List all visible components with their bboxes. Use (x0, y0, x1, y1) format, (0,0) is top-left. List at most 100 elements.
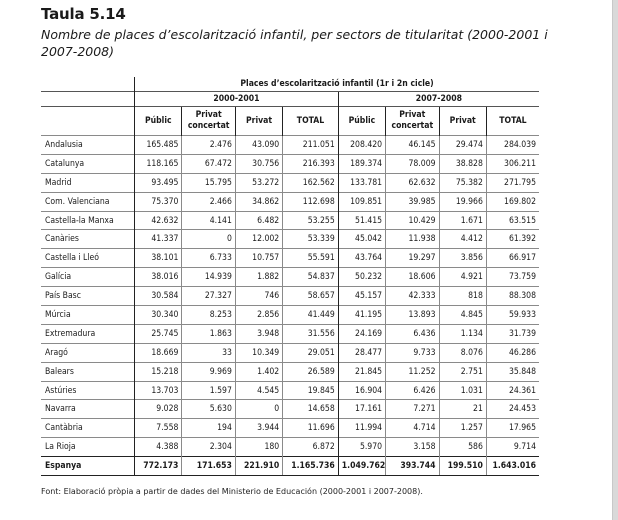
value-cell: 1.863 (181, 323, 236, 344)
column-header: Privat (438, 106, 487, 136)
value-cell: 6.872 (282, 437, 339, 457)
value-cell: 34.862 (234, 191, 283, 212)
value-cell: 54.837 (282, 267, 339, 287)
value-cell: 3.158 (385, 437, 440, 457)
value-cell: 30.584 (134, 286, 182, 306)
value-cell: 9.969 (181, 361, 236, 382)
value-cell: 46.286 (485, 342, 539, 363)
page-edge-line (612, 0, 613, 520)
value-cell: 8.253 (181, 305, 236, 325)
column-header: Privat concertat (385, 106, 440, 136)
value-cell: 112.698 (282, 191, 339, 212)
column-header-line: Privat (195, 110, 222, 120)
value-cell: 61.392 (485, 229, 539, 249)
region-label: Navarra (41, 399, 135, 419)
region-label: Castella-la Manxa (41, 210, 135, 230)
value-cell: 4.714 (385, 418, 440, 438)
value-cell: 24.169 (337, 323, 386, 344)
region-label: Madrid (41, 172, 135, 193)
value-cell: 30.340 (134, 305, 182, 325)
value-cell: 67.472 (181, 153, 236, 174)
value-cell: 6.426 (385, 380, 440, 400)
period-header: 2007-2008 (337, 91, 539, 107)
value-cell: 7.271 (385, 399, 440, 419)
region-label: Com. Valenciana (41, 191, 135, 212)
value-cell: 1.257 (438, 418, 487, 438)
value-cell: 30.756 (234, 153, 283, 174)
table-row: Cantàbria 7.558 194 3.944 11.696 11.994 4.714 1… (41, 418, 539, 438)
value-cell: 6.482 (234, 210, 283, 230)
value-cell: 11.696 (282, 418, 339, 438)
column-header: TOTAL (485, 106, 539, 136)
main-header: Places d’escolarització infantil (1r i 2… (134, 77, 539, 92)
column-header: Privat concertat (181, 106, 236, 136)
column-header-line: concertat (391, 121, 434, 131)
value-cell: 14.939 (181, 267, 236, 287)
value-cell: 16.904 (337, 380, 386, 400)
corner-cell (41, 106, 135, 136)
table-row: Madrid 93.495 15.795 53.272 162.562 133.781 62… (41, 172, 539, 193)
value-cell: 133.781 (337, 172, 386, 193)
table-row: País Basc 30.584 27.327 746 58.657 45.157 42.3… (41, 286, 539, 306)
value-cell: 5.630 (181, 399, 236, 419)
column-header-line: TOTAL (296, 115, 325, 126)
value-cell: 17.161 (337, 399, 386, 419)
value-cell: 11.252 (385, 361, 440, 382)
value-cell: 216.393 (282, 153, 339, 174)
table-row: Astúries 13.703 1.597 4.545 19.845 16.904 6.42… (41, 380, 539, 400)
value-cell: 78.009 (385, 153, 440, 174)
value-cell: 45.042 (337, 229, 386, 249)
value-cell: 33 (181, 342, 236, 363)
value-cell: 42.333 (385, 286, 440, 306)
table-row: La Rioja 4.388 2.304 180 6.872 5.970 3.158 586 9… (41, 437, 539, 457)
value-cell: 818 (438, 286, 487, 306)
value-cell: 55.591 (282, 248, 339, 268)
value-cell: 24.453 (485, 399, 539, 419)
page-edge (613, 0, 618, 520)
column-header: Públic (134, 106, 182, 136)
region-label: Aragó (41, 342, 135, 363)
value-cell: 1.165.736 (282, 456, 339, 477)
table-row: Com. Valenciana 75.370 2.466 34.862 112.698 1… (41, 191, 539, 212)
value-cell: 19.845 (282, 380, 339, 400)
table-row: Castella-la Manxa 42.632 4.141 6.482 53.255 5… (41, 210, 539, 230)
value-cell: 189.374 (337, 153, 386, 174)
value-cell: 165.485 (134, 135, 182, 155)
value-cell: 62.632 (385, 172, 440, 193)
column-header-line: Públic (144, 115, 172, 126)
value-cell: 45.157 (337, 286, 386, 306)
region-label: Astúries (41, 380, 135, 400)
value-cell: 3.948 (234, 323, 283, 344)
value-cell: 41.195 (337, 305, 386, 325)
value-cell: 284.039 (485, 135, 539, 155)
value-cell: 38.101 (134, 248, 182, 268)
region-label: Castella i Lleó (41, 248, 135, 268)
value-cell: 746 (234, 286, 283, 306)
value-cell: 13.703 (134, 380, 182, 400)
region-label: Balears (41, 361, 135, 382)
value-cell: 75.370 (134, 191, 182, 212)
places-table: Places d’escolarització infantil (1r i 2… (41, 77, 539, 477)
value-cell: 8.076 (438, 342, 487, 363)
value-cell: 2.751 (438, 361, 487, 382)
value-cell: 1.134 (438, 323, 487, 344)
table-row: Aragó 18.669 33 10.349 29.051 28.477 9.733 8.07… (41, 342, 539, 363)
value-cell: 15.218 (134, 361, 182, 382)
value-cell: 19.297 (385, 248, 440, 268)
value-cell: 53.272 (234, 172, 283, 193)
value-cell: 13.893 (385, 305, 440, 325)
value-cell: 31.556 (282, 323, 339, 344)
region-label: Espanya (41, 456, 135, 477)
column-header: Públic (337, 106, 386, 136)
value-cell: 2.304 (181, 437, 236, 457)
region-label: Múrcia (41, 305, 135, 325)
value-cell: 41.337 (134, 229, 182, 249)
value-cell: 772.173 (134, 456, 182, 477)
column-header-line: Públic (348, 115, 376, 126)
value-cell: 0 (234, 399, 283, 419)
value-cell: 180 (234, 437, 283, 457)
table-row: Catalunya 118.165 67.472 30.756 216.393 189.3… (41, 153, 539, 174)
region-label: Cantàbria (41, 418, 135, 438)
value-cell: 3.856 (438, 248, 487, 268)
value-cell: 93.495 (134, 172, 182, 193)
